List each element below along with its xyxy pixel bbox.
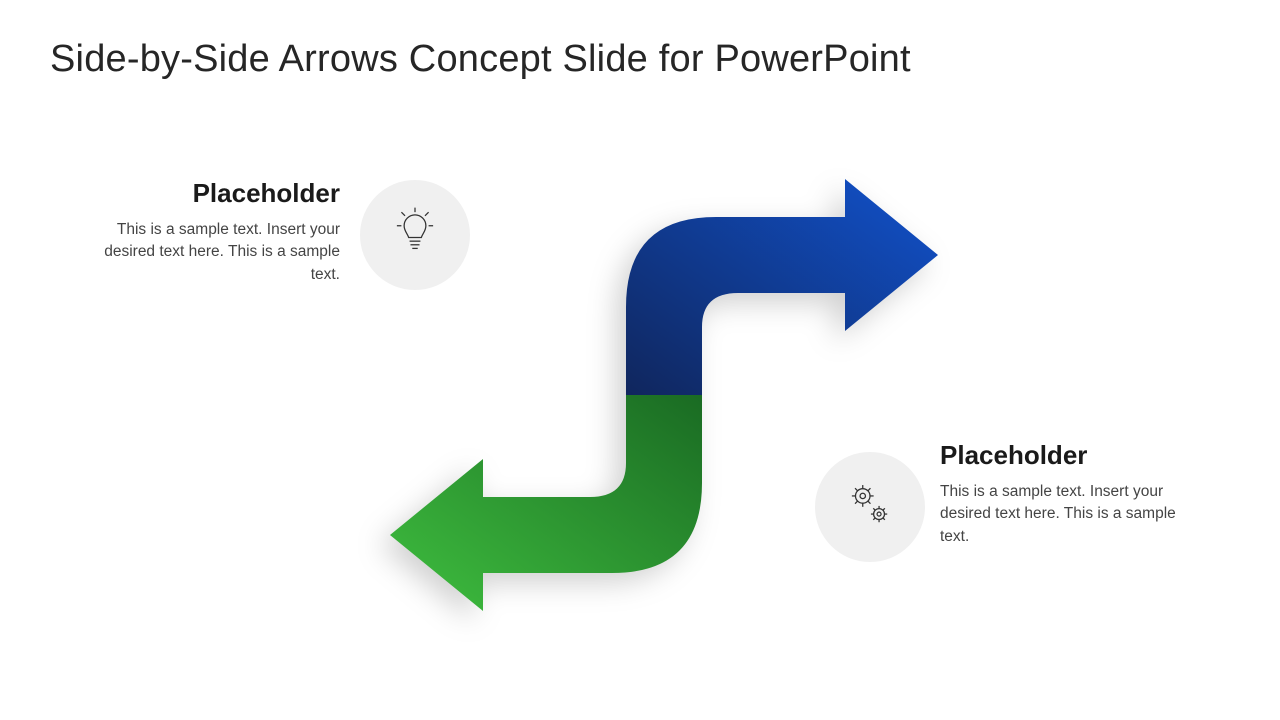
slide: Side-by-Side Arrows Concept Slide for Po… — [0, 0, 1280, 720]
arrow-top-right — [626, 179, 938, 395]
item-2-text: Placeholder This is a sample text. Inser… — [940, 440, 1200, 548]
item-2-heading: Placeholder — [940, 440, 1200, 471]
item-1-text: Placeholder This is a sample text. Inser… — [80, 178, 340, 286]
arrow-bottom-left — [390, 395, 702, 611]
item-1-icon-circle — [360, 180, 470, 290]
item-1-body: This is a sample text. Insert your desir… — [80, 219, 340, 286]
item-2-icon-circle — [815, 452, 925, 562]
gears-icon — [841, 476, 899, 539]
lightbulb-icon — [386, 204, 444, 267]
item-2-body: This is a sample text. Insert your desir… — [940, 481, 1200, 548]
item-1-heading: Placeholder — [80, 178, 340, 209]
slide-title: Side-by-Side Arrows Concept Slide for Po… — [50, 38, 911, 81]
